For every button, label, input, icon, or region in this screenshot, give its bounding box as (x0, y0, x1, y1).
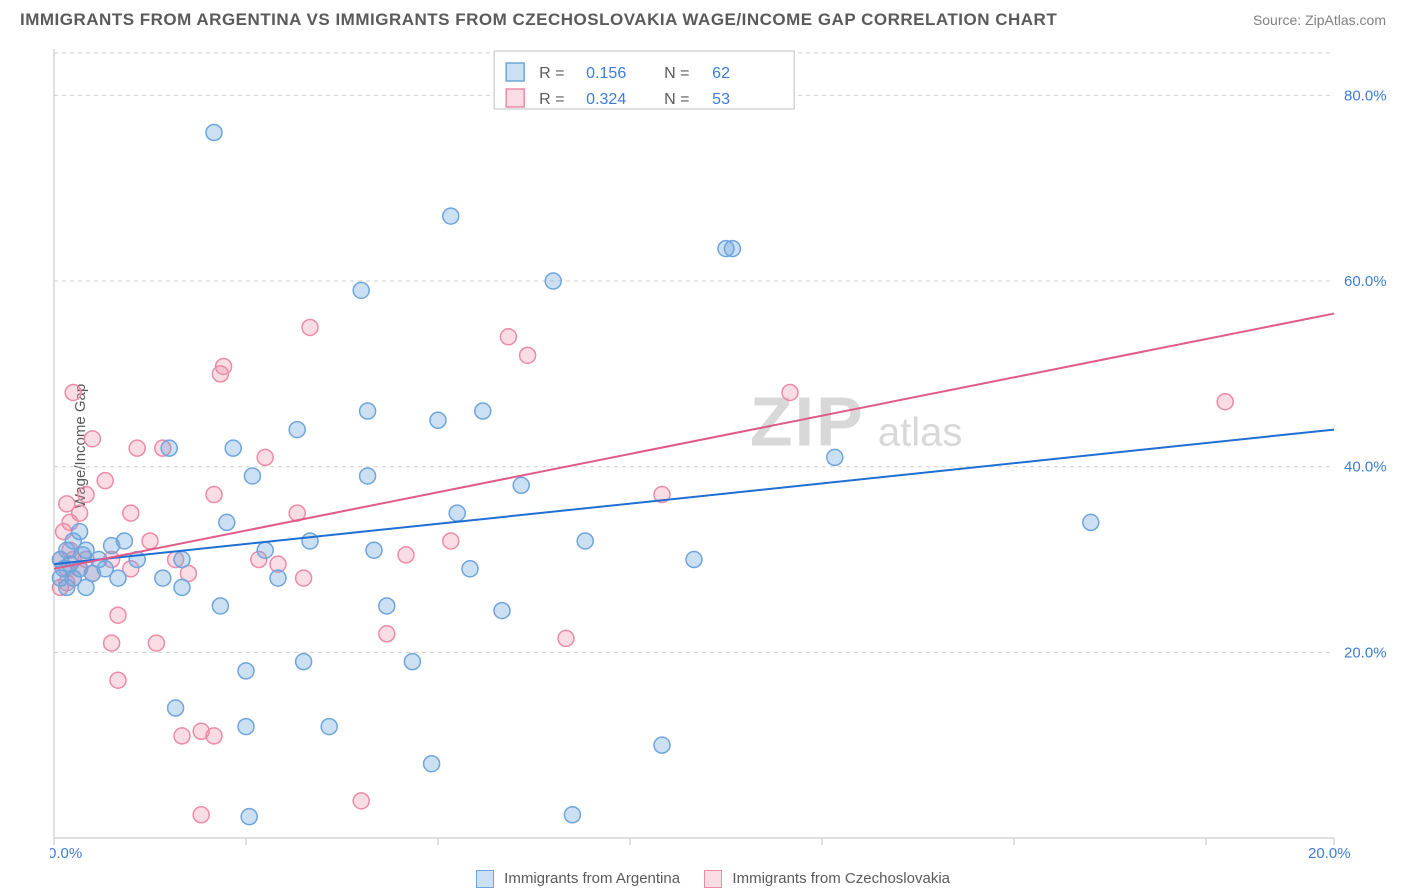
svg-text:62: 62 (712, 65, 730, 82)
svg-text:ZIP: ZIP (750, 382, 865, 460)
svg-text:N =: N = (664, 65, 689, 82)
chart: 20.0% 40.0% 60.0% 80.0% 0.0% 20.0% ZIP atlas R =… (50, 45, 1396, 862)
chart-title: IMMIGRANTS FROM ARGENTINA VS IMMIGRANTS … (20, 10, 1057, 30)
legend-swatch-blue (476, 870, 494, 888)
source-label: Source: ZipAtlas.com (1253, 12, 1386, 28)
svg-text:40.0%: 40.0% (1344, 459, 1387, 476)
svg-text:20.0%: 20.0% (1344, 644, 1387, 661)
svg-text:53: 53 (712, 91, 730, 108)
svg-text:N =: N = (664, 91, 689, 108)
svg-text:80.0%: 80.0% (1344, 87, 1387, 104)
svg-text:60.0%: 60.0% (1344, 273, 1387, 290)
legend-label-blue: Immigrants from Argentina (504, 870, 680, 887)
svg-text:atlas: atlas (878, 410, 963, 454)
bottom-legend: Immigrants from Argentina Immigrants fro… (0, 870, 1406, 888)
svg-text:20.0%: 20.0% (1308, 845, 1351, 862)
svg-text:R =: R = (539, 91, 564, 108)
legend-label-pink: Immigrants from Czechoslovakia (732, 870, 950, 887)
svg-text:0.0%: 0.0% (50, 845, 82, 862)
svg-text:0.156: 0.156 (586, 65, 626, 82)
svg-text:R =: R = (539, 65, 564, 82)
svg-text:0.324: 0.324 (586, 91, 626, 108)
legend-swatch-pink (704, 870, 722, 888)
